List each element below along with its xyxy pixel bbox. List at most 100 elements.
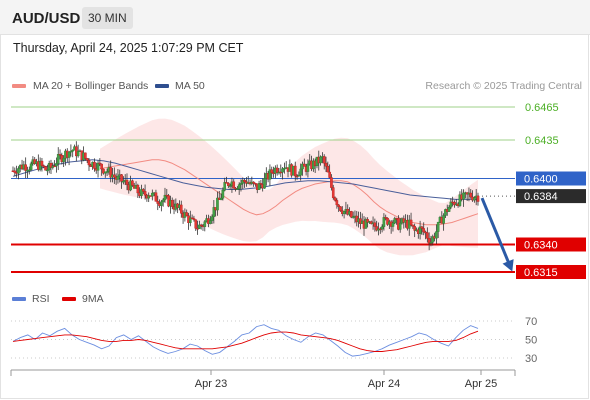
candle-body bbox=[216, 197, 219, 211]
rsi-tick-label-0: 70 bbox=[525, 316, 537, 328]
bollinger-band bbox=[100, 118, 478, 256]
price-label-layer: 0.6465 0.6435 0.6400 0.6384 0.6340 0.6315 bbox=[516, 102, 586, 279]
candle-body bbox=[56, 154, 60, 164]
candle-body bbox=[58, 154, 62, 156]
price-level-label-0: 0.6465 bbox=[525, 102, 559, 114]
candle-body bbox=[170, 200, 174, 207]
candle-body bbox=[386, 217, 389, 225]
candle-body bbox=[427, 238, 431, 244]
candle-body bbox=[398, 222, 402, 230]
candle-body bbox=[98, 162, 102, 165]
candle-body bbox=[431, 236, 435, 243]
candle-body bbox=[219, 197, 223, 200]
credit-text: Research © 2025 Trading Central bbox=[425, 80, 582, 92]
candle-body bbox=[473, 197, 476, 201]
candle-body bbox=[303, 163, 306, 167]
candle-body bbox=[384, 217, 388, 219]
candle-body bbox=[228, 185, 232, 187]
candle-body bbox=[373, 222, 377, 227]
legend-ma20-label: MA 20 + Bollinger Bands bbox=[33, 80, 149, 92]
candle-body bbox=[422, 228, 426, 233]
candle-body bbox=[163, 194, 167, 201]
ma50-line bbox=[12, 159, 478, 200]
candle-body bbox=[328, 171, 331, 178]
candle-body bbox=[458, 194, 462, 206]
candle-body bbox=[263, 178, 266, 189]
candle-body bbox=[420, 226, 424, 229]
price-level-label-4: 0.6340 bbox=[524, 240, 558, 252]
rsi-9ma-line bbox=[12, 330, 479, 352]
bollinger-band-layer bbox=[100, 118, 478, 256]
candle-body bbox=[391, 222, 395, 227]
candle-body bbox=[306, 163, 310, 172]
candle-body bbox=[322, 156, 326, 164]
candle-body bbox=[131, 180, 134, 186]
candle-body bbox=[413, 226, 416, 231]
candle-body bbox=[141, 189, 145, 192]
candle-body bbox=[96, 162, 100, 171]
candle-body bbox=[67, 151, 71, 158]
trend-arrow-layer bbox=[480, 197, 514, 272]
candle-body bbox=[299, 168, 302, 176]
candle-body bbox=[281, 168, 284, 173]
rsi-tick-label-2: 30 bbox=[525, 353, 537, 365]
candle-body bbox=[69, 150, 73, 153]
candle-body bbox=[185, 212, 188, 216]
ma20-line bbox=[99, 159, 479, 226]
candle-body bbox=[156, 201, 160, 204]
legend-ma20-swatch bbox=[12, 84, 26, 88]
candle-body bbox=[330, 177, 333, 188]
candle-body bbox=[364, 219, 368, 229]
price-level-label-5: 0.6315 bbox=[524, 267, 558, 279]
candle-body bbox=[113, 174, 116, 178]
candle-body bbox=[380, 226, 384, 230]
candle-body bbox=[462, 192, 465, 200]
candle-body bbox=[17, 168, 20, 174]
candle-body bbox=[24, 164, 27, 171]
candle-body bbox=[331, 187, 335, 198]
candle-body bbox=[140, 189, 143, 196]
candle-body bbox=[324, 162, 328, 167]
candle-body bbox=[393, 218, 397, 224]
candle-body bbox=[375, 226, 378, 231]
candle-body bbox=[198, 224, 201, 229]
candle-body bbox=[40, 160, 44, 166]
candle-body bbox=[429, 242, 433, 244]
legend-9ma-swatch bbox=[62, 297, 76, 301]
candle-body bbox=[223, 182, 226, 191]
candle-body bbox=[136, 184, 140, 194]
price-level-badge-2 bbox=[516, 171, 586, 186]
candlestick-layer bbox=[11, 141, 480, 251]
legend-9ma-label: 9MA bbox=[82, 293, 104, 305]
candle-body bbox=[160, 201, 163, 206]
price-level-badge-5 bbox=[516, 265, 586, 279]
candle-body bbox=[447, 207, 451, 212]
candle-body bbox=[279, 171, 283, 174]
candle-body bbox=[227, 182, 230, 186]
candle-body bbox=[270, 169, 274, 174]
candle-body bbox=[161, 199, 165, 203]
candle-body bbox=[239, 183, 243, 185]
candle-body bbox=[243, 180, 246, 183]
candle-body bbox=[210, 216, 214, 221]
candle-body bbox=[335, 200, 339, 206]
symbol-title[interactable]: AUD/USD bbox=[12, 10, 81, 27]
candle-body bbox=[319, 156, 322, 164]
candle-body bbox=[151, 192, 154, 197]
candle-body bbox=[426, 232, 429, 239]
candle-body bbox=[435, 231, 438, 239]
trend-arrow-shaft bbox=[480, 197, 512, 267]
candle-body bbox=[333, 197, 337, 201]
candle-body bbox=[93, 161, 96, 169]
timeframe-selector[interactable]: 30 MIN bbox=[82, 7, 133, 29]
candle-body bbox=[208, 220, 212, 224]
rsi-panel: 70 50 30 bbox=[11, 316, 537, 365]
candle-body bbox=[143, 191, 147, 196]
candle-body bbox=[252, 181, 255, 184]
candle-body bbox=[44, 166, 47, 171]
price-level-badge-3 bbox=[516, 189, 586, 204]
price-level-badge-4 bbox=[516, 237, 586, 252]
candle-body bbox=[100, 163, 103, 170]
candle-body bbox=[199, 224, 203, 227]
